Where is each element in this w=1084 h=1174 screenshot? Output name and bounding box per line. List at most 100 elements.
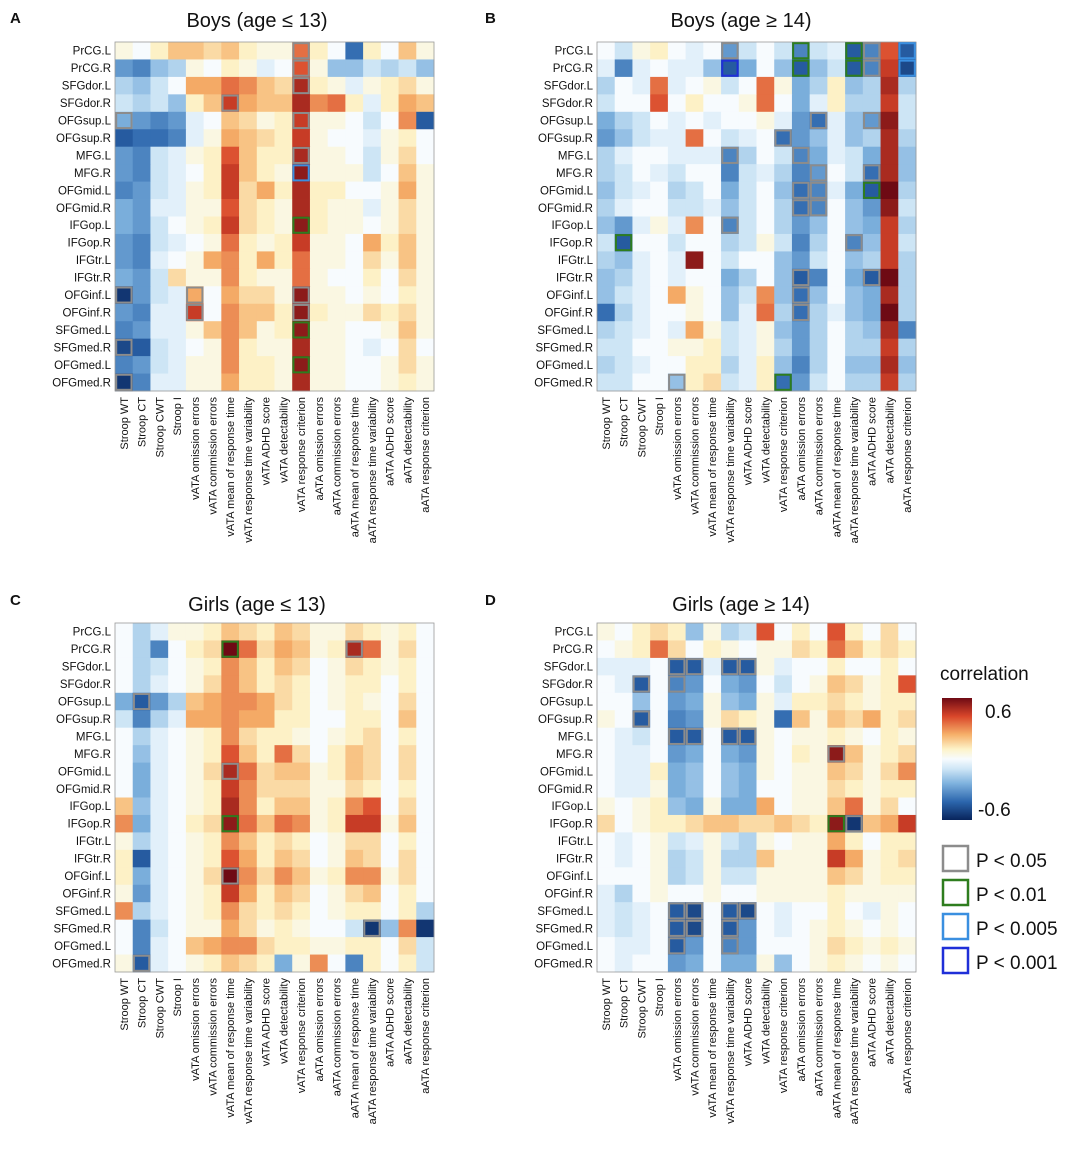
heatmap-cell [309,780,329,798]
heatmap-cell [597,710,616,729]
heatmap-cell [614,76,633,95]
row-label: OFGsup.L [540,697,594,709]
heatmap-cell [363,373,382,392]
col-label: aATA commission errors [814,397,826,516]
heatmap-cell [614,884,633,903]
heatmap-cell [185,675,205,694]
heatmap-cell [809,59,828,78]
heatmap-cell [809,954,828,973]
heatmap-cell [774,76,793,95]
col-label: vATA mean of response time [225,397,237,537]
heatmap-cell [363,164,382,182]
heatmap-cell [862,321,881,340]
heatmap-cell [115,884,134,903]
heatmap-cell [809,181,828,200]
heatmap-cell [416,181,435,200]
heatmap-cell [650,814,669,833]
heatmap-cell [898,640,917,659]
heatmap-cell [650,199,669,217]
heatmap-cell [756,675,775,694]
heatmap-cell [221,164,240,182]
significance-mark [221,94,239,112]
heatmap-cell [685,129,704,148]
heatmap-cell [239,216,258,235]
col-label: vATA response time variability [243,978,255,1124]
heatmap-cell [632,146,651,165]
heatmap-cell [239,937,258,955]
heatmap-cell [416,640,435,659]
heatmap-cell [827,286,846,305]
heatmap-cell [292,321,311,340]
row-label: OFGmid.L [58,766,112,778]
heatmap-cell [845,356,864,374]
heatmap-cell [791,199,811,217]
heatmap-cell [862,937,881,955]
heatmap-cell [632,780,651,798]
heatmap-cell [756,42,775,60]
heatmap-cell [791,640,811,659]
heatmap-cell [274,762,293,781]
heatmap-cell [363,675,382,694]
heatmap-cell [703,233,722,252]
heatmap-cell [880,937,899,955]
heatmap-cell [862,902,881,921]
heatmap-cell [809,832,828,851]
significance-mark [792,42,810,60]
heatmap-cell [650,303,669,322]
panel-letter: A [10,10,21,27]
heatmap-cell [685,338,704,357]
heatmap-cell [221,640,240,659]
heatmap-cell [721,954,740,973]
heatmap-cell [203,338,222,357]
heatmap-cell [650,867,669,886]
heatmap-cell [203,832,222,851]
heatmap-cell [239,59,258,78]
heatmap-cell [703,954,722,973]
heatmap-cell [345,94,364,113]
heatmap-cell [398,268,417,287]
heatmap-cell [150,937,169,955]
heatmap-cell [221,321,240,340]
heatmap-cell [845,884,864,903]
heatmap-cell [667,954,687,973]
heatmap-cell [809,233,828,252]
heatmap-cell [756,303,775,322]
heatmap-cell [721,797,740,816]
heatmap-cell [150,727,169,746]
heatmap-cell [703,902,722,921]
heatmap-cell [150,233,169,252]
heatmap-cell [845,657,864,676]
heatmap-cell [685,675,704,694]
heatmap-cell [845,94,864,113]
col-label: vATA omission errors [190,397,202,500]
heatmap-cell [115,76,134,95]
heatmap-cell [380,710,399,729]
heatmap-cell [292,286,311,305]
heatmap-cell [203,303,222,322]
heatmap-cell [256,710,275,729]
significance-mark [221,640,239,658]
heatmap-cell [239,233,258,252]
heatmap-cell [721,623,740,641]
heatmap-cell [327,286,346,305]
significance-mark [632,710,650,728]
heatmap-cell [115,657,134,676]
row-label: OFGmed.R [52,377,111,389]
heatmap-cell [292,745,311,763]
heatmap-cell [380,42,399,60]
heatmap-cell [168,42,187,60]
significance-mark [792,303,810,322]
heatmap-cell [327,129,346,148]
heatmap-cell [221,710,240,729]
heatmap-cell [115,640,134,659]
heatmap-cell [738,216,757,235]
heatmap-cell [738,640,757,659]
heatmap-cell [667,146,687,165]
heatmap-cell [416,233,435,252]
heatmap-cell [221,745,240,763]
heatmap-cell [416,94,435,113]
heatmap-cell [221,902,240,921]
col-label: vATA detectability [760,978,772,1064]
heatmap-cell [845,745,864,763]
heatmap-cell [862,42,881,60]
